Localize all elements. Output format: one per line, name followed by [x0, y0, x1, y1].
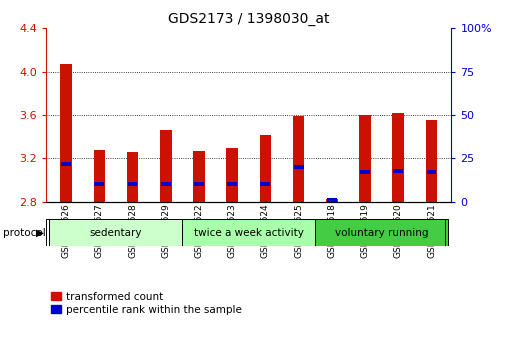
Bar	[427, 170, 437, 174]
Bar	[359, 115, 371, 202]
Legend: transformed count, percentile rank within the sample: transformed count, percentile rank withi…	[51, 292, 242, 315]
Bar	[326, 199, 338, 202]
Title: GDS2173 / 1398030_at: GDS2173 / 1398030_at	[168, 12, 329, 26]
Bar	[227, 182, 237, 187]
Bar	[161, 182, 171, 187]
Bar	[194, 182, 204, 187]
Bar	[261, 182, 270, 187]
Bar	[93, 150, 105, 202]
Bar	[128, 182, 137, 187]
Bar	[160, 130, 171, 202]
Bar	[127, 152, 139, 202]
Bar	[293, 116, 304, 202]
Bar	[393, 169, 403, 172]
Bar	[226, 148, 238, 202]
Bar	[360, 170, 370, 174]
Bar	[49, 219, 182, 246]
Text: voluntary running: voluntary running	[335, 228, 428, 238]
Bar	[327, 198, 337, 202]
Bar	[260, 135, 271, 202]
Bar	[61, 64, 72, 202]
Bar	[315, 219, 448, 246]
Text: twice a week activity: twice a week activity	[194, 228, 304, 238]
Bar	[61, 162, 71, 166]
Text: ▶: ▶	[35, 228, 44, 238]
Bar	[182, 219, 315, 246]
Text: sedentary: sedentary	[90, 228, 142, 238]
Bar	[193, 151, 205, 202]
Bar	[293, 165, 304, 169]
Bar	[426, 120, 437, 202]
Text: protocol: protocol	[3, 228, 45, 238]
Bar	[392, 113, 404, 202]
Bar	[94, 182, 104, 187]
